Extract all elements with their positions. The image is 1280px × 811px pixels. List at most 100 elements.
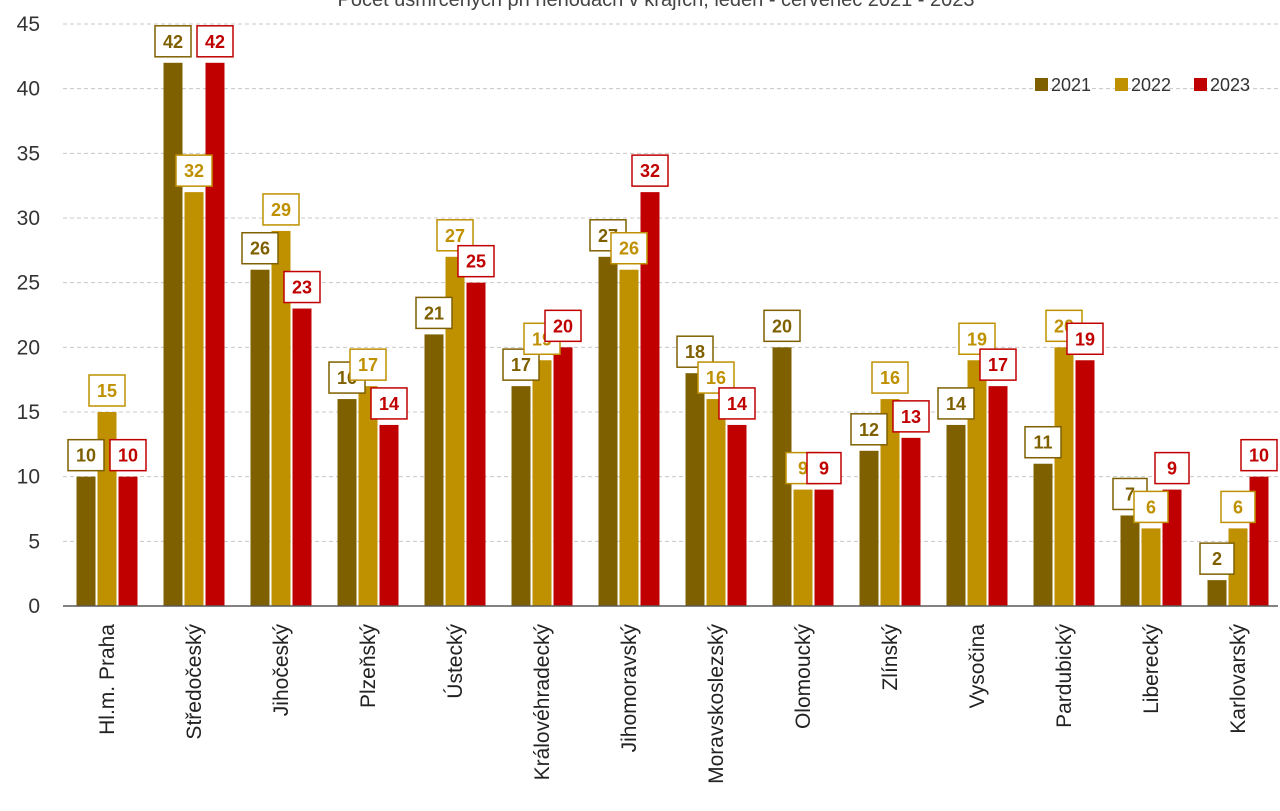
chart-title: Počet usmrcených při nehodách v krajích,… [337, 0, 974, 11]
data-label-box [370, 387, 408, 420]
y-axis-ticks: 0 5 10 15 20 25 30 35 40 45 [17, 13, 40, 618]
bar-2021 [1120, 515, 1140, 606]
legend-label: 2021 [1051, 75, 1091, 95]
data-label: 16 [706, 368, 726, 388]
data-label-box [937, 387, 975, 420]
data-label-box [871, 361, 909, 394]
category-label: Středočeský [183, 624, 206, 740]
data-label: 26 [619, 239, 639, 259]
data-label-box [415, 296, 453, 330]
data-label: 14 [727, 394, 747, 414]
data-label: 6 [1146, 497, 1156, 517]
bar-2021 [250, 269, 270, 606]
data-label-box [763, 309, 801, 343]
data-label: 17 [511, 355, 531, 375]
category-label: Královéhradecký [531, 624, 554, 781]
bar-2022 [706, 399, 726, 606]
bar-2022 [445, 256, 465, 606]
data-label-box [436, 219, 474, 252]
data-label: 11 [1033, 433, 1052, 453]
data-label-box [88, 374, 126, 407]
bar-2022 [1054, 347, 1074, 606]
data-label: 20 [772, 316, 792, 336]
data-label-box [262, 193, 300, 226]
bar-2021 [598, 256, 618, 606]
category-label: Zlínský [879, 624, 902, 691]
data-label: 10 [118, 446, 138, 466]
data-label: 14 [946, 394, 966, 414]
data-label: 19 [967, 329, 987, 349]
data-label: 20 [553, 316, 573, 336]
bar-2023 [205, 62, 225, 607]
bar-2021 [859, 450, 879, 606]
data-label: 15 [97, 381, 117, 401]
data-label-box [1220, 490, 1256, 524]
data-label: 10 [76, 446, 96, 466]
data-label-box [1066, 322, 1104, 356]
data-label: 2 [1212, 549, 1222, 569]
bar-2021 [424, 334, 444, 606]
data-label-box [892, 400, 930, 433]
data-label-box [1024, 425, 1062, 459]
bar-2023 [1075, 360, 1095, 606]
data-label: 9 [819, 459, 829, 479]
data-label-box [154, 25, 192, 58]
y-tick-label: 30 [17, 207, 40, 230]
bar-2023 [988, 386, 1008, 606]
y-tick-label: 40 [17, 78, 40, 101]
legend-label: 2022 [1131, 75, 1171, 95]
data-label-box [850, 413, 888, 446]
data-label-box [67, 438, 105, 472]
bar-2021 [337, 399, 357, 606]
bar-2021 [772, 347, 792, 606]
category-label: Ústecký [444, 624, 467, 699]
y-tick-label: 35 [17, 142, 40, 165]
legend-swatch [1115, 78, 1128, 91]
data-label: 9 [1167, 459, 1177, 479]
bar-2023 [466, 282, 486, 606]
bar-2022 [532, 360, 552, 606]
y-tick-label: 45 [17, 13, 40, 36]
legend-swatch [1035, 78, 1048, 91]
bar-2023 [640, 192, 660, 606]
bar-2022 [358, 386, 378, 606]
bar-2023 [379, 424, 399, 606]
bar-2022 [880, 399, 900, 606]
bar-2021 [685, 373, 705, 606]
bar-2022 [619, 269, 639, 606]
data-label: 17 [988, 355, 1008, 375]
y-tick-label: 15 [17, 401, 40, 424]
data-label: 25 [466, 252, 486, 272]
data-label-box [175, 154, 213, 187]
bar-2021 [163, 62, 183, 607]
y-tick-label: 5 [28, 530, 40, 553]
category-label: Liberecký [1140, 624, 1163, 714]
data-label: 26 [250, 239, 270, 259]
data-label-box [1133, 490, 1169, 524]
bars [76, 62, 1269, 607]
y-tick-label: 0 [28, 595, 40, 618]
gridlines [63, 23, 1278, 542]
data-label-box [1154, 451, 1190, 485]
data-label: 13 [901, 407, 921, 427]
bar-2022 [1141, 528, 1161, 606]
data-label: 10 [1249, 446, 1269, 466]
data-label-box [718, 387, 756, 420]
category-label: Karlovarský [1227, 624, 1250, 734]
data-label: 23 [292, 278, 312, 298]
bar-2021 [1033, 463, 1053, 606]
data-label: 14 [379, 394, 399, 414]
data-label: 12 [859, 420, 879, 440]
data-label-box [544, 309, 582, 343]
bar-2021 [511, 386, 531, 606]
data-label-box [806, 451, 842, 485]
data-label: 42 [163, 32, 183, 52]
data-label-box [349, 348, 387, 381]
category-label: Hl.m. Praha [96, 624, 119, 735]
data-label: 32 [184, 161, 204, 181]
data-label-box [241, 231, 279, 265]
category-labels: Hl.m. Praha Středočeský Jihočeský Plzeňský Ú… [96, 624, 1250, 784]
category-label: Vysočina [966, 624, 989, 709]
bar-2023 [814, 489, 834, 606]
bar-2023 [901, 437, 921, 606]
